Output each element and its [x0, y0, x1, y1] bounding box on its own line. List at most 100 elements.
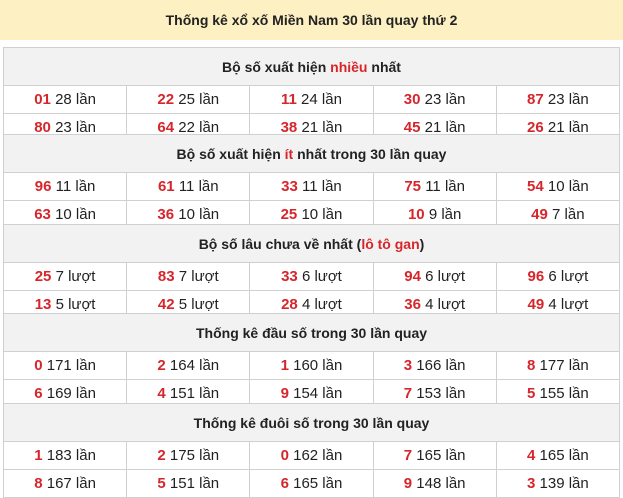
number: 63: [34, 206, 51, 223]
stat-cell: 7 165 lần: [372, 441, 497, 470]
header-highlight: nhiều: [330, 58, 368, 75]
number: 6: [34, 385, 43, 402]
number: 1: [280, 357, 289, 374]
count: 11 lần: [302, 178, 342, 195]
table-row: 25 7 lượt 83 7 lượt 33 6 lượt 94 6 lượt 96 6…: [2, 262, 621, 291]
count: 183 lần: [46, 447, 96, 464]
count: 153 lần: [416, 385, 466, 402]
table-row: 1 183 lần 2 175 lần 0 162 lần 7 165 lần 4 16…: [2, 441, 621, 470]
number: 01: [34, 91, 51, 108]
count: 23 lần: [547, 91, 589, 108]
stat-cell: 0 162 lần: [249, 441, 374, 470]
header-text-end: ): [419, 235, 425, 252]
count: 5 lượt: [178, 296, 219, 313]
table-header: Bộ số xuất hiện ít nhất trong 30 lần qua…: [3, 134, 620, 173]
number: 42: [157, 296, 175, 313]
stat-cell: 83 7 lượt: [126, 262, 251, 291]
number: 10: [407, 206, 425, 223]
header-text: Bộ số xuất hiện: [176, 145, 285, 162]
count: 10 lần: [178, 206, 220, 223]
stat-cell: 33 6 lượt: [249, 262, 374, 291]
stat-cell: 3 166 lần: [372, 351, 497, 380]
count: 171 lần: [46, 357, 96, 374]
number: 8: [527, 357, 536, 374]
number: 61: [157, 178, 175, 195]
number: 7: [403, 385, 413, 402]
header-text-end: nhất: [367, 58, 401, 75]
count: 11 lần: [178, 178, 219, 195]
stat-cell: 11 24 lần: [249, 85, 374, 114]
count: 169 lần: [46, 385, 96, 402]
stat-cell: 8 177 lần: [495, 351, 621, 380]
count: 165 lần: [293, 475, 343, 492]
count: 6 lượt: [301, 268, 342, 285]
number: 25: [280, 206, 298, 223]
header-text-end: nhất trong 30 lần quay: [293, 145, 447, 162]
number: 4: [157, 385, 166, 402]
stat-cell: 54 10 lần: [495, 172, 621, 201]
number: 2: [157, 447, 166, 464]
count: 139 lần: [539, 475, 589, 492]
number: 38: [280, 119, 298, 136]
count: 25 lần: [178, 91, 220, 108]
count: 165 lần: [539, 447, 589, 464]
stat-cell: 87 23 lần: [495, 85, 621, 114]
stat-cell: 9 148 lần: [372, 469, 497, 498]
count: 166 lần: [416, 357, 466, 374]
number: 49: [527, 296, 545, 313]
stat-cell: 30 23 lần: [372, 85, 497, 114]
count: 7 lần: [552, 206, 585, 223]
number: 94: [404, 268, 421, 285]
count: 10 lần: [55, 206, 96, 223]
table-row: 0 171 lần 2 164 lần 1 160 lần 3 166 lần 8 17…: [2, 351, 621, 380]
count: 7 lượt: [55, 268, 96, 285]
stat-cell: 2 175 lần: [126, 441, 251, 470]
stat-cell: 33 11 lần: [249, 172, 374, 201]
number: 2: [157, 357, 166, 374]
stat-cell: 6 165 lần: [249, 469, 374, 498]
count: 151 lần: [169, 475, 220, 492]
stat-cell: 1 183 lần: [2, 441, 128, 470]
number: 96: [527, 268, 545, 285]
count: 160 lần: [293, 357, 343, 374]
number: 26: [527, 119, 544, 136]
number: 45: [403, 119, 421, 136]
stat-cell: 75 11 lần: [372, 172, 497, 201]
number: 6: [280, 475, 289, 492]
number: 3: [403, 357, 413, 374]
table-row: 01 28 lần 22 25 lần 11 24 lần 30 23 lần 87 2…: [2, 85, 621, 114]
number: 96: [34, 178, 52, 195]
header-highlight: lô tô gan: [361, 235, 420, 252]
most-frequent-table: Bộ số xuất hiện nhiều nhất 01 28 lần 22 25…: [2, 47, 621, 142]
overdue-table: Bộ số lâu chưa về nhất (lô tô gan) 25 7 l…: [2, 224, 621, 319]
table-row: 63 10 lần 36 10 lần 25 10 lần 10 9 lần 49 7 …: [2, 200, 621, 229]
header-text: Bộ số lâu chưa về nhất (: [198, 235, 362, 252]
count: 21 lần: [301, 119, 343, 136]
number: 25: [34, 268, 52, 285]
number: 80: [34, 119, 51, 136]
count: 167 lần: [46, 475, 96, 492]
number: 9: [280, 385, 289, 402]
count: 165 lần: [416, 447, 466, 464]
number: 3: [527, 475, 536, 492]
number: 8: [34, 475, 43, 492]
count: 11 lần: [425, 178, 465, 195]
count: 10 lần: [301, 206, 343, 223]
count: 10 lần: [547, 178, 589, 195]
stat-cell: 94 6 lượt: [372, 262, 497, 291]
count: 7 lượt: [178, 268, 219, 285]
number: 87: [527, 91, 544, 108]
stat-cell: 2 164 lần: [126, 351, 251, 380]
header-text: Thống kê đầu số trong 30 lần quay: [195, 324, 428, 341]
number: 0: [34, 357, 43, 374]
count: 23 lần: [55, 119, 96, 136]
number: 0: [280, 447, 289, 464]
count: 164 lần: [169, 357, 220, 374]
count: 22 lần: [178, 119, 220, 136]
number: 28: [281, 296, 298, 313]
count: 6 lượt: [425, 268, 466, 285]
stat-cell: 1 160 lần: [249, 351, 374, 380]
number: 30: [403, 91, 421, 108]
number: 49: [531, 206, 548, 223]
count: 151 lần: [169, 385, 220, 402]
